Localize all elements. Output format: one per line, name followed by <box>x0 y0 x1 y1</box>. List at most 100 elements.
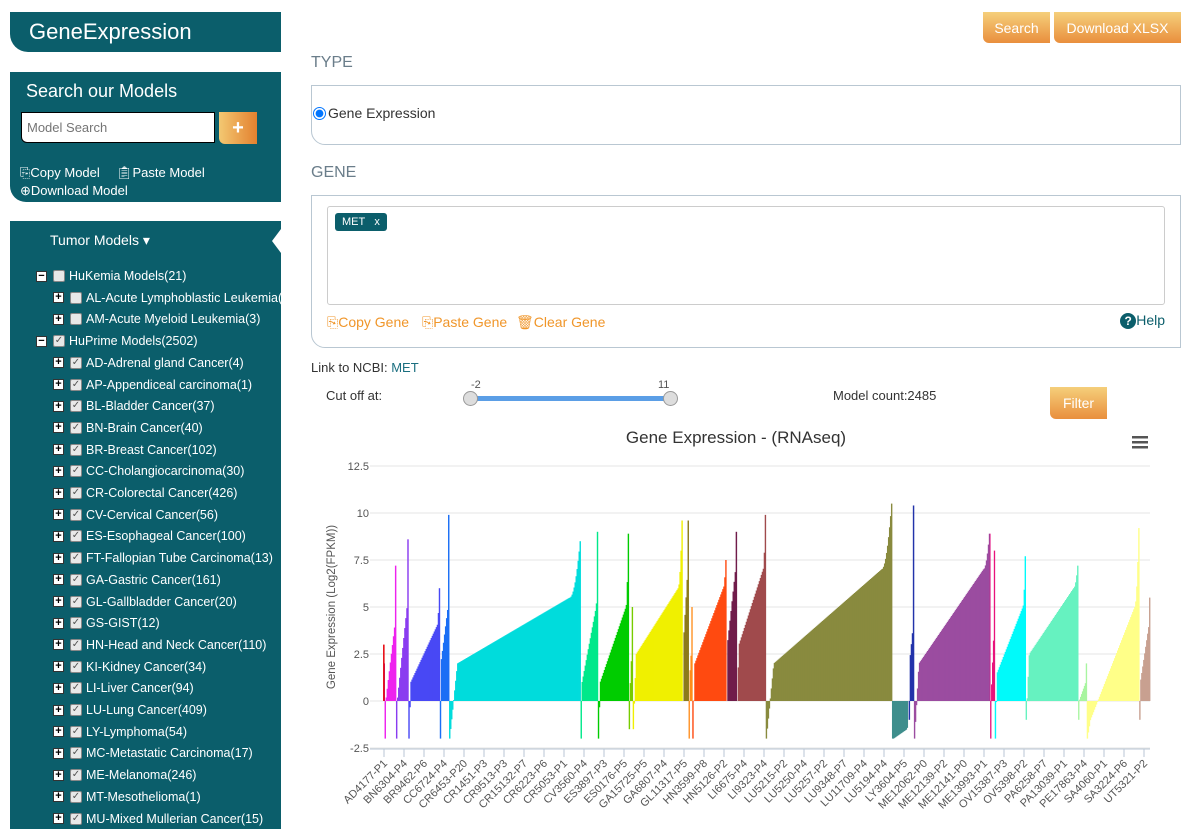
bar-ME[interactable] <box>937 634 940 701</box>
bar-SA[interactable] <box>1125 629 1127 701</box>
bar-GA[interactable] <box>658 617 660 701</box>
bar-LI[interactable] <box>739 640 742 701</box>
bar-LU[interactable] <box>775 661 778 701</box>
bar-LU[interactable] <box>795 643 798 701</box>
bar-BL[interactable] <box>385 697 388 701</box>
bar-CC[interactable] <box>440 659 443 701</box>
expand-icon[interactable]: + <box>53 509 64 521</box>
tree-checkbox[interactable]: ✓ <box>70 595 82 608</box>
bar-LU[interactable] <box>830 613 833 701</box>
bar-FT[interactable] <box>629 683 632 701</box>
bar-OV[interactable] <box>1002 656 1005 701</box>
bar-ME[interactable] <box>936 636 939 701</box>
bar-MC[interactable] <box>911 633 914 701</box>
bar-PA[interactable] <box>1039 637 1042 701</box>
bar-CR[interactable] <box>527 622 529 701</box>
bar-CR[interactable] <box>498 639 500 701</box>
bar-ME[interactable] <box>931 643 934 701</box>
bar-SA[interactable] <box>1122 637 1124 701</box>
bar-ME[interactable] <box>916 688 919 701</box>
bar-BR[interactable] <box>437 613 440 701</box>
bar-LI[interactable] <box>762 568 765 701</box>
bar-LU[interactable] <box>780 656 783 701</box>
tree-checkbox[interactable]: ✓ <box>70 660 82 673</box>
gene-input[interactable]: MET x <box>327 206 1165 305</box>
clear-gene-link[interactable]: 🗑︎Clear Gene <box>516 314 605 331</box>
bar-ME[interactable] <box>954 610 957 701</box>
bar-LU[interactable] <box>863 584 866 701</box>
bar-LI[interactable] <box>747 615 750 701</box>
bar-CR[interactable] <box>502 636 504 701</box>
expand-icon[interactable]: + <box>53 487 64 499</box>
bar-CR[interactable] <box>575 576 577 701</box>
bar-CV[interactable] <box>588 643 591 701</box>
bar-CR[interactable] <box>515 629 517 701</box>
bar-LU[interactable] <box>873 575 876 701</box>
bar-PA[interactable] <box>1077 565 1079 701</box>
tree-checkbox[interactable]: ✓ <box>70 378 82 391</box>
bar-LU[interactable] <box>814 627 817 701</box>
bar-ME[interactable] <box>959 602 962 701</box>
bar-CR[interactable] <box>546 610 548 701</box>
bar-ME[interactable] <box>949 617 952 701</box>
bar-CR[interactable] <box>513 630 515 701</box>
bar-ME[interactable] <box>952 613 955 701</box>
bar-GA[interactable] <box>681 520 683 701</box>
cutoff-slider-track[interactable] <box>470 396 670 401</box>
bar-HN[interactable] <box>713 613 715 701</box>
bar-CR[interactable] <box>490 643 492 701</box>
bar-CR[interactable] <box>460 661 462 701</box>
bar-LY[interactable] <box>902 701 905 732</box>
bar-LY[interactable] <box>896 701 899 736</box>
bar-OV[interactable] <box>1021 608 1024 701</box>
bar-BR[interactable] <box>423 653 425 701</box>
bar-CR[interactable] <box>561 602 563 701</box>
bar-CR[interactable] <box>564 600 566 701</box>
bar-LY[interactable] <box>894 701 897 738</box>
bar-CR[interactable] <box>469 656 471 701</box>
bar-OV[interactable] <box>997 669 1000 701</box>
bar-GA[interactable] <box>655 622 657 701</box>
expand-icon[interactable]: + <box>53 747 64 759</box>
bar-SA[interactable] <box>1134 606 1136 701</box>
bar-HN[interactable] <box>706 631 708 701</box>
expand-icon[interactable]: + <box>53 292 64 304</box>
bar-LU[interactable] <box>837 607 840 701</box>
bar-UT[interactable] <box>1141 673 1143 701</box>
bar-ME[interactable] <box>974 581 977 701</box>
bar-LU[interactable] <box>883 563 886 701</box>
bar-PA[interactable] <box>1049 622 1052 701</box>
bar-ME[interactable] <box>918 662 921 701</box>
bar-LU[interactable] <box>793 645 796 701</box>
bar-BR[interactable] <box>409 701 411 708</box>
bar-LU[interactable] <box>773 662 776 701</box>
bar-ME[interactable] <box>956 607 959 701</box>
bar-BN[interactable] <box>407 539 409 701</box>
search-button[interactable]: Search <box>983 12 1050 43</box>
bar-ES[interactable] <box>604 667 607 701</box>
bar-OV[interactable] <box>1000 662 1003 701</box>
bar-CR[interactable] <box>565 599 567 701</box>
bar-ME[interactable] <box>941 629 944 701</box>
tree-checkbox[interactable]: ✓ <box>70 790 82 803</box>
bar-LU[interactable] <box>848 597 851 701</box>
bar-PA[interactable] <box>1074 586 1076 701</box>
bar-GA[interactable] <box>638 649 641 701</box>
bar-ES[interactable] <box>619 623 622 701</box>
bar-ME[interactable] <box>917 671 920 701</box>
bar-LI[interactable] <box>749 609 752 701</box>
bar-CR[interactable] <box>558 603 560 701</box>
bar-ME[interactable] <box>933 640 936 701</box>
tree-item[interactable]: + ✓ MT-Mesothelioma(1) <box>53 787 201 807</box>
bar-GA[interactable] <box>657 619 659 701</box>
bar-PA[interactable] <box>1033 646 1036 701</box>
filter-button[interactable]: Filter <box>1050 387 1107 419</box>
bar-LI[interactable] <box>753 596 756 701</box>
add-model-button[interactable]: + <box>219 112 257 144</box>
bar-ME[interactable] <box>942 627 945 701</box>
copy-model-link[interactable]: ⎘Copy Model <box>20 165 100 181</box>
download-xlsx-button[interactable]: Download XLSX <box>1054 12 1181 43</box>
bar-ME[interactable] <box>913 701 916 739</box>
bar-HN[interactable] <box>703 639 705 701</box>
bar-CR[interactable] <box>531 619 533 701</box>
